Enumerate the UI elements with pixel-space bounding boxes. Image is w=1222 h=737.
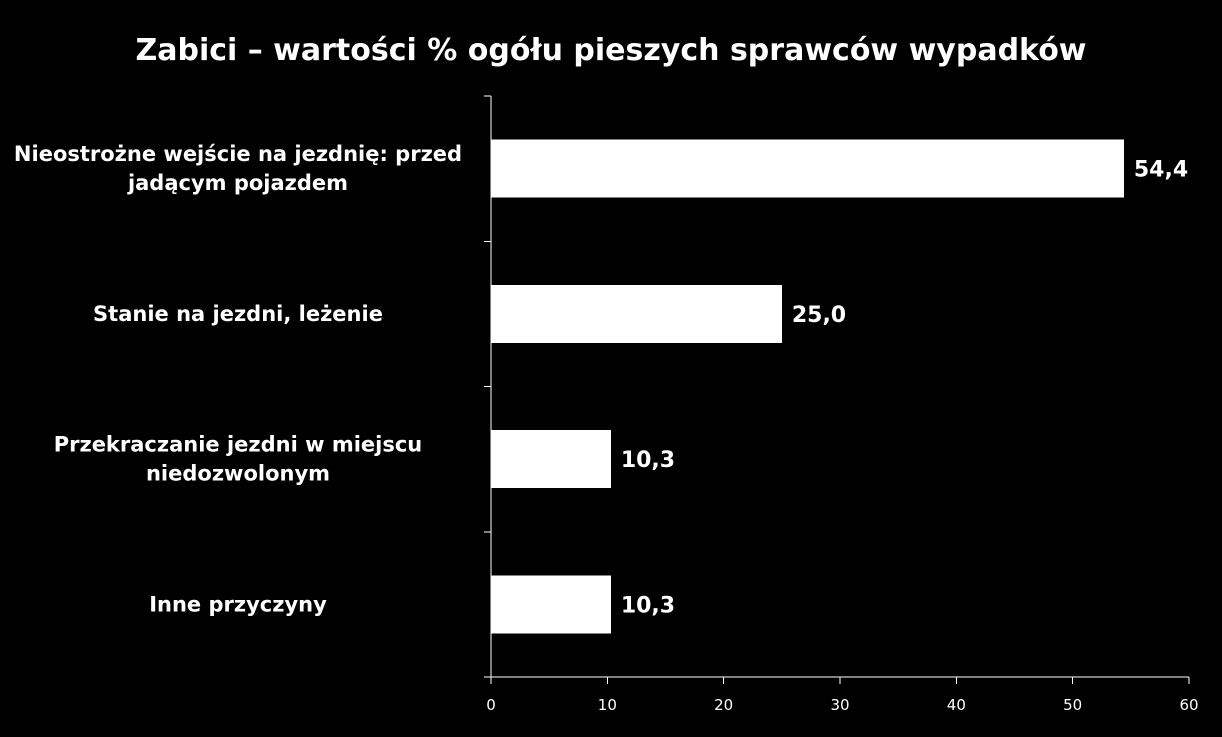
category-label-line: jadącym pojazdem (127, 171, 348, 195)
x-tick-label: 10 (598, 696, 617, 714)
category-label-line: Inne przyczyny (149, 592, 327, 616)
category-label-line: Przekraczanie jezdni w miejscu (54, 433, 423, 457)
x-tick-label: 50 (1063, 696, 1082, 714)
category-label: Nieostrożne wejście na jezdnię: przed jad… (14, 142, 462, 195)
category-label: Inne przyczyny (149, 592, 327, 616)
data-label: 25,0 (792, 303, 846, 328)
bar (491, 430, 611, 489)
bar (491, 284, 782, 343)
chart-title: Zabici – wartości % ogółu pieszych spraw… (135, 33, 1086, 68)
data-label: 54,4 (1134, 158, 1188, 183)
x-tick-label: 60 (1179, 696, 1198, 714)
x-tick-label: 30 (830, 696, 849, 714)
category-label-line: niedozwolonym (146, 462, 330, 486)
x-tick-label: 40 (947, 696, 966, 714)
category-label-line: Stanie na jezdni, leżenie (93, 302, 383, 326)
bar (491, 575, 611, 634)
category-label: Stanie na jezdni, leżenie (93, 302, 383, 326)
x-tick-label: 20 (714, 696, 733, 714)
plot-area: 54,4 Nieostrożne wejście na jezdnię: prze… (14, 95, 1199, 714)
data-label: 10,3 (621, 593, 675, 618)
category-label-line: Nieostrożne wejście na jezdnię: przed (14, 142, 462, 166)
data-label: 10,3 (621, 448, 675, 473)
category-label: Przekraczanie jezdni w miejscu niedozwolo… (54, 433, 423, 486)
bar (491, 139, 1124, 198)
x-tick-label: 0 (486, 696, 496, 714)
